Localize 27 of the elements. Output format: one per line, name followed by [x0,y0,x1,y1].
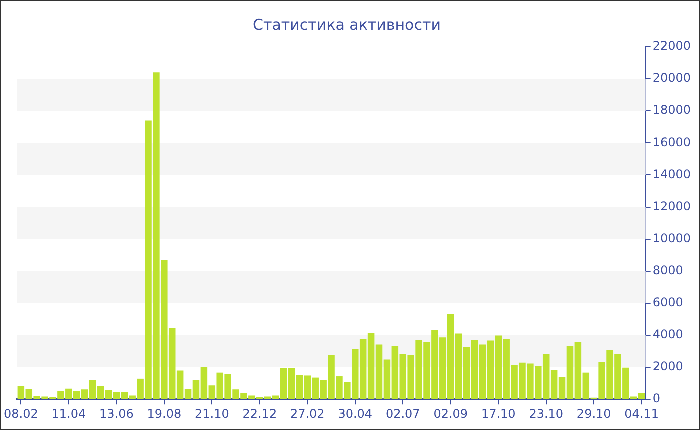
y-tick-label: 16000 [652,135,692,150]
y-tick-label: 20000 [652,71,692,86]
y-tick-label: 12000 [652,199,692,214]
y-tick-label: 6000 [652,296,684,310]
chart-title: Статистика активности [253,16,441,34]
x-tick-label: 08.02 [4,406,38,421]
x-tick-label: 04.11 [624,406,660,421]
x-tick-label: 02.09 [434,406,468,421]
x-tick-label: 13.06 [99,406,134,421]
x-tick-label: 29.10 [576,406,612,421]
y-tick-label: 2000 [652,360,684,374]
x-tick-label: 11.04 [52,406,86,421]
x-tick-label: 17.10 [481,406,516,421]
x-tick-label: 23.10 [529,406,564,421]
y-tick-label: 22000 [652,39,692,54]
y-tick-label: 0 [652,392,660,406]
y-tick-label: 8000 [652,264,684,278]
x-tick-label: 19.08 [147,406,182,421]
x-tick-label: 22.12 [242,406,278,421]
y-tick-label: 14000 [652,167,692,182]
x-tick-label: 02.07 [386,406,420,421]
x-tick-label: 21.10 [194,406,230,421]
x-tick-label: 30.04 [338,406,373,421]
y-tick-label: 18000 [652,103,692,118]
x-tick-label: 27.02 [290,406,325,421]
y-tick-label: 10000 [652,231,692,246]
y-tick-label: 4000 [652,328,684,342]
